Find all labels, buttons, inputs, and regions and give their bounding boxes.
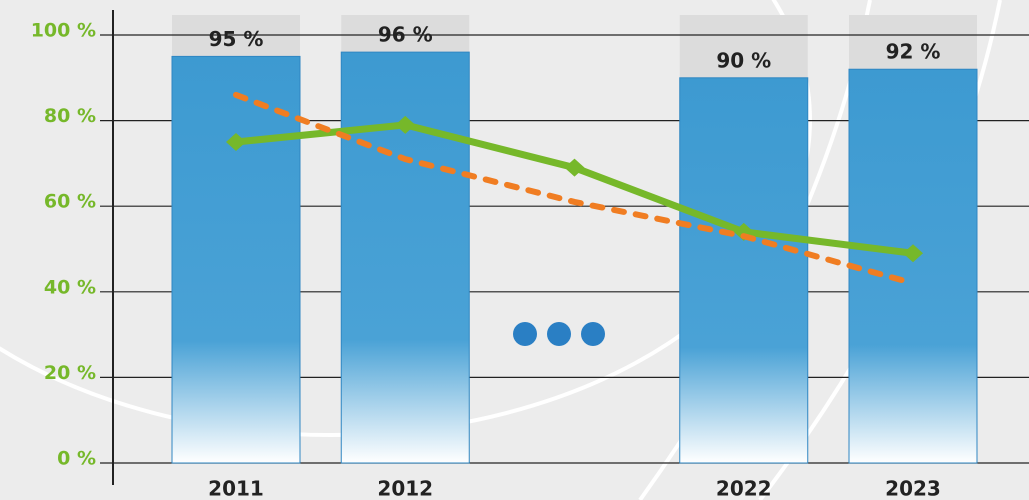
ellipsis-dots bbox=[513, 322, 605, 346]
y-tick-label: 0 % bbox=[57, 448, 96, 470]
x-tick-label: 2022 bbox=[716, 477, 772, 500]
value-label: 92 % bbox=[886, 40, 941, 64]
value-label: 90 % bbox=[716, 48, 771, 72]
y-tick-label: 40 % bbox=[44, 276, 96, 298]
bar bbox=[679, 77, 809, 464]
x-tick-label: 2023 bbox=[885, 477, 941, 500]
marker bbox=[903, 244, 923, 263]
marker bbox=[564, 158, 585, 177]
x-tick-label: 2012 bbox=[377, 477, 433, 500]
bar bbox=[171, 55, 301, 464]
marker bbox=[226, 133, 246, 151]
y-tick-label: 80 % bbox=[44, 105, 96, 127]
y-tick-label: 20 % bbox=[44, 362, 96, 384]
y-tick-label: 100 % bbox=[31, 20, 96, 42]
bar bbox=[340, 51, 470, 464]
marker bbox=[395, 115, 416, 134]
x-tick-label: 2011 bbox=[208, 477, 264, 500]
value-label: 96 % bbox=[378, 23, 433, 47]
y-tick-label: 60 % bbox=[44, 191, 96, 213]
value-label: 95 % bbox=[209, 27, 264, 51]
line bbox=[233, 91, 916, 287]
bar bbox=[848, 68, 978, 464]
